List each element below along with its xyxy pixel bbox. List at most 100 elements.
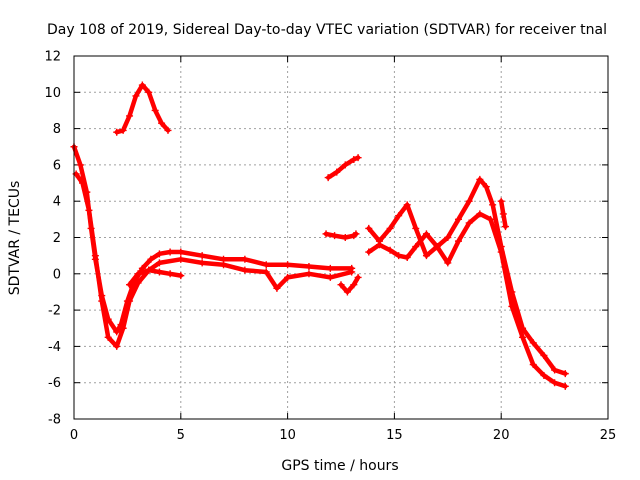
data-point	[561, 382, 569, 390]
series-line	[366, 177, 568, 376]
chart-title: Day 108 of 2019, Sidereal Day-to-day VTE…	[47, 22, 607, 38]
data-point	[151, 106, 159, 114]
data-point	[126, 281, 134, 289]
data-point	[305, 263, 313, 271]
data-point	[395, 252, 403, 260]
data-point	[508, 302, 516, 310]
data-point	[412, 243, 420, 251]
x-tick-label: 5	[177, 428, 185, 443]
data-point	[241, 266, 249, 274]
series-branch-low	[126, 266, 185, 289]
y-tick-label: 6	[53, 158, 61, 173]
data-point	[155, 259, 163, 267]
data-point	[177, 272, 185, 280]
data-point	[166, 248, 174, 256]
data-point	[198, 252, 206, 260]
y-tick-label: -6	[48, 376, 61, 391]
data-point	[138, 81, 146, 89]
y-tick-label: -8	[48, 413, 61, 428]
data-point	[386, 224, 394, 232]
series-late-lower	[365, 210, 569, 390]
series-main-upper	[70, 143, 356, 336]
series-seg-dip	[337, 273, 362, 296]
data-point	[444, 259, 452, 267]
data-point	[476, 175, 484, 183]
data-point	[284, 273, 292, 281]
data-point	[350, 155, 358, 163]
data-point	[412, 224, 420, 232]
series-seg-12h	[322, 230, 360, 241]
data-point	[155, 268, 163, 276]
y-axis-label: SDTVAR / TECUs	[7, 181, 23, 296]
axes: 0 5 10 15 20 25 -8 -6 -4 -2 0 2 4 6 8 10 12	[44, 50, 616, 444]
data-point	[76, 161, 84, 169]
data-point	[386, 246, 394, 254]
data-point	[113, 342, 121, 350]
data-series	[70, 81, 569, 390]
data-point	[454, 215, 462, 223]
data-point	[177, 255, 185, 263]
data-point	[354, 273, 362, 281]
data-point	[337, 281, 345, 289]
data-point	[134, 270, 142, 278]
data-point	[487, 215, 495, 223]
data-point	[540, 371, 548, 379]
plot-frame	[73, 55, 609, 420]
data-point	[422, 230, 430, 238]
data-point	[482, 183, 490, 191]
data-point	[177, 248, 185, 256]
data-point	[145, 266, 153, 274]
x-tick-label: 20	[493, 428, 510, 443]
data-point	[454, 237, 462, 245]
x-tick-label: 15	[386, 428, 403, 443]
data-point	[343, 288, 351, 296]
data-point	[365, 224, 373, 232]
y-tick-label: -4	[48, 340, 61, 355]
data-point	[519, 333, 527, 341]
data-point	[262, 268, 270, 276]
data-point	[422, 252, 430, 260]
data-point	[241, 255, 249, 263]
data-point	[529, 361, 537, 369]
x-axis-label: GPS time / hours	[281, 458, 398, 474]
data-point	[365, 248, 373, 256]
data-point	[403, 201, 411, 209]
data-point	[352, 230, 360, 238]
data-point	[104, 333, 112, 341]
series-line	[338, 275, 361, 295]
x-tick-label: 10	[279, 428, 296, 443]
data-point	[403, 253, 411, 261]
series-late-upper	[365, 175, 569, 378]
data-point	[341, 234, 349, 241]
data-point	[273, 284, 281, 292]
series-seg-20h	[497, 197, 509, 231]
data-point	[126, 112, 134, 120]
data-point	[326, 273, 334, 281]
data-point	[132, 92, 140, 100]
data-point	[489, 201, 497, 209]
series-line	[71, 144, 354, 335]
data-point	[126, 297, 134, 305]
data-point	[331, 232, 339, 240]
x-tick-label: 0	[70, 428, 78, 443]
data-point	[333, 168, 341, 176]
y-tick-label: 10	[44, 86, 61, 101]
series-seg-13h	[324, 154, 362, 182]
data-point	[395, 212, 403, 220]
series-main-lower	[72, 170, 356, 350]
data-point	[540, 351, 548, 359]
data-point	[551, 379, 559, 387]
data-point	[145, 88, 153, 96]
data-point	[476, 210, 484, 218]
data-point	[561, 370, 569, 378]
data-point	[354, 154, 362, 162]
data-point	[198, 259, 206, 267]
data-point	[499, 210, 507, 218]
data-point	[305, 270, 313, 278]
data-point	[134, 279, 142, 287]
data-point	[164, 126, 172, 134]
data-point	[324, 174, 332, 182]
data-point	[79, 179, 87, 187]
y-tick-label: 2	[53, 231, 61, 246]
